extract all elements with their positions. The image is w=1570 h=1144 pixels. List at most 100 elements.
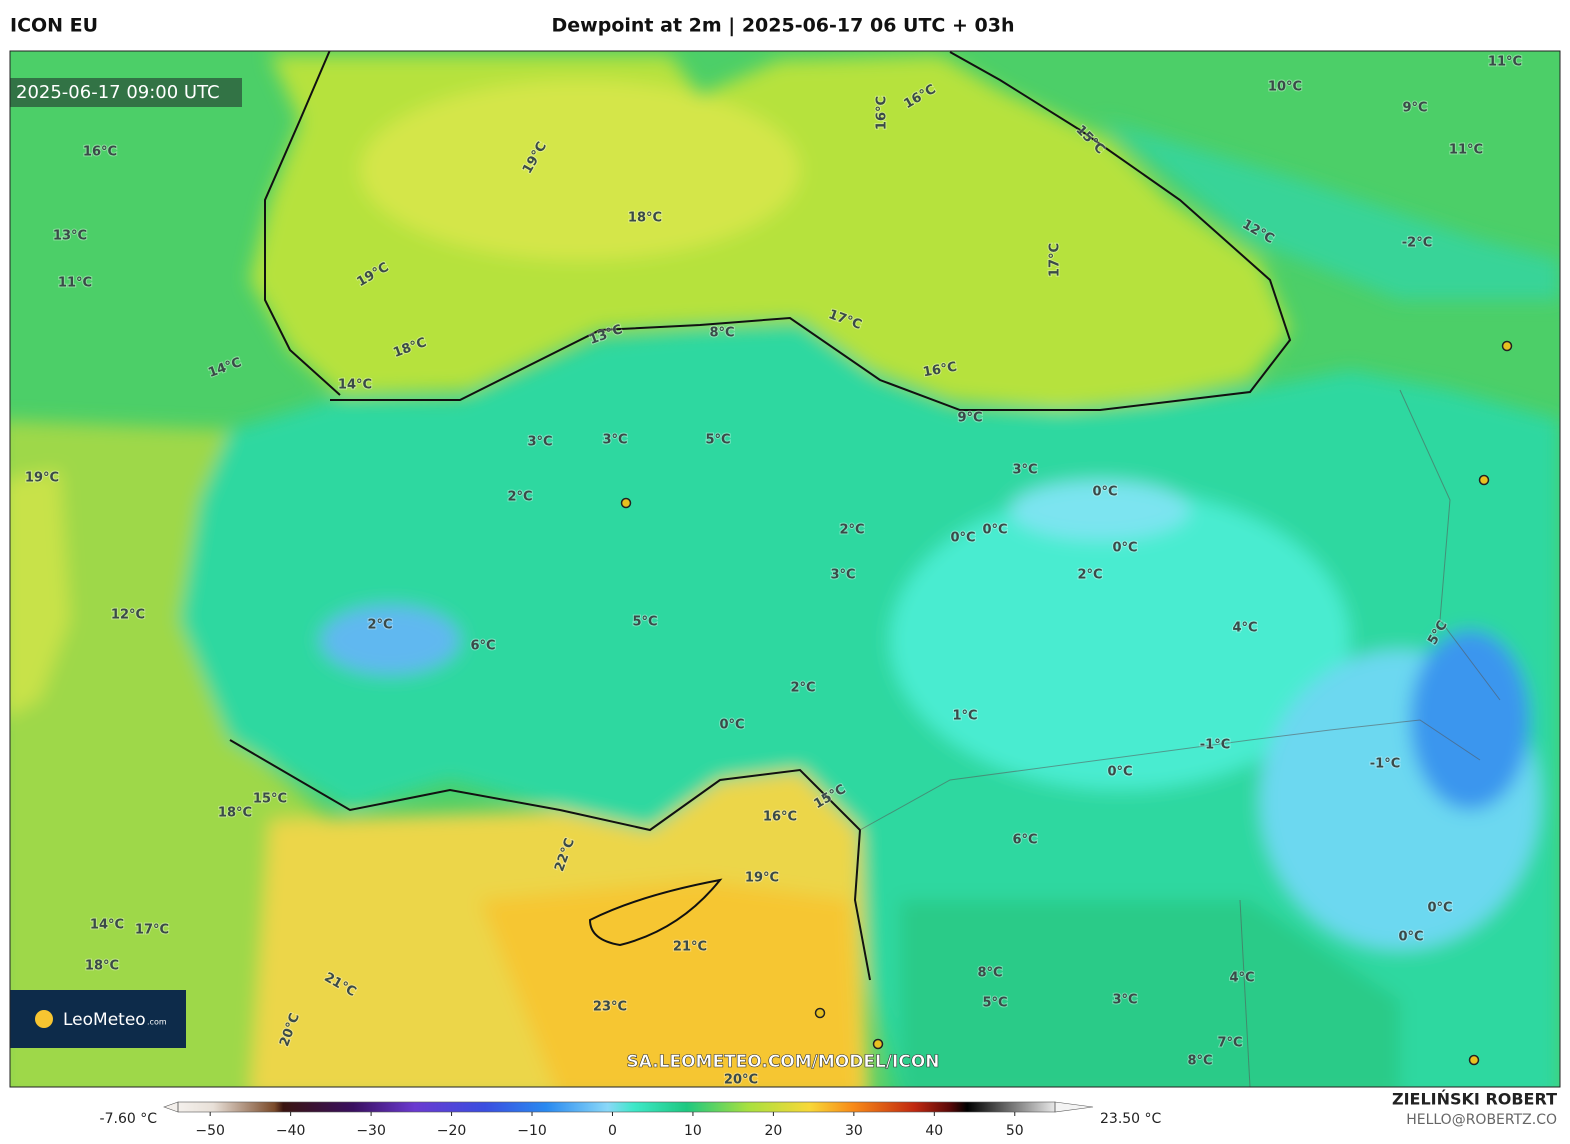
contour-label: 16°C	[875, 96, 890, 130]
contour-label: 2°C	[367, 618, 392, 633]
colorbar-tick-label: 20	[764, 1123, 782, 1139]
contour-label: 14°C	[90, 918, 124, 933]
author: ZIELIŃSKI ROBERT	[1392, 1090, 1557, 1109]
contour-label: 19°C	[25, 471, 59, 486]
city-marker	[1501, 340, 1513, 352]
contour-label: 7°C	[1217, 1036, 1242, 1051]
colorbar-min: -7.60 °C	[100, 1111, 158, 1127]
colorbar-tick-label: 10	[684, 1123, 702, 1139]
colorbar-tick-label: −30	[356, 1123, 386, 1139]
contour-label: 16°C	[83, 145, 117, 160]
contour-label: 6°C	[1012, 833, 1037, 848]
contour-label: 0°C	[950, 531, 975, 546]
contour-label: 8°C	[709, 326, 734, 341]
source-url: SA.LEOMETEO.COM/MODEL/ICON	[626, 1052, 939, 1072]
city-marker	[620, 497, 632, 509]
contour-label: -1°C	[1370, 757, 1400, 772]
contour-label: 4°C	[1229, 971, 1254, 986]
colorbar-tick-label: −50	[195, 1123, 225, 1139]
contour-label: 2°C	[1077, 568, 1102, 583]
contour-label: 11°C	[1449, 143, 1483, 158]
colorbar: -7.60 °C 23.50 °C −50 −40 −30 −20 −10 0 10 20 30…	[100, 1101, 1162, 1139]
contour-label: 0°C	[1112, 541, 1137, 556]
field-west	[10, 420, 330, 1087]
city-marker	[814, 1007, 826, 1019]
contour-label: 16°C	[922, 360, 958, 381]
contour-label: 11°C	[1488, 55, 1522, 70]
contour-label: 18°C	[85, 959, 119, 974]
contour-label: 10°C	[1268, 80, 1302, 95]
dewpoint-field	[10, 55, 1560, 1087]
field-syria	[900, 900, 1400, 1087]
timestamp: 2025-06-17 09:00 UTC	[16, 82, 220, 103]
border-syria-iraq	[859, 719, 1481, 831]
coast-south	[229, 739, 871, 981]
contour-label: 2°C	[839, 523, 864, 538]
city-markers	[620, 340, 1513, 1066]
field-blue-core	[1410, 630, 1530, 810]
contour-label: 0°C	[719, 718, 744, 733]
colorbar-tick-label: −40	[276, 1123, 306, 1139]
colorbar-tick-label: 30	[845, 1123, 863, 1139]
contour-label: 8°C	[1187, 1054, 1212, 1069]
logo-sun	[35, 1010, 53, 1028]
field-black-sea-core	[360, 80, 800, 260]
border-iran	[1399, 389, 1501, 701]
contour-label: 16°C	[763, 810, 797, 825]
contour-label: 8°C	[977, 966, 1002, 981]
colorbar-extend-min	[163, 1101, 179, 1113]
contour-label: 3°C	[1112, 993, 1137, 1008]
border-iraq	[1239, 899, 1251, 1087]
contour-label: 0°C	[1092, 485, 1117, 500]
coast-cyprus	[588, 878, 723, 947]
colorbar-tick-label: −20	[437, 1123, 467, 1139]
contour-label: 9°C	[957, 411, 982, 426]
field-caucasus	[1100, 120, 1560, 300]
contour-label: 9°C	[1402, 101, 1427, 116]
colorbar-tick-label: −10	[517, 1123, 547, 1139]
contour-label: 2°C	[790, 681, 815, 696]
contour-label: 2°C	[507, 490, 532, 505]
contour-label: 11°C	[58, 276, 92, 291]
map-frame	[9, 50, 1561, 1088]
coast-north	[330, 51, 1292, 411]
contour-label: 13°C	[53, 229, 87, 244]
contour-label: 5°C	[632, 615, 657, 630]
city-marker	[872, 1038, 884, 1050]
logo-text: LeoMeteo	[63, 1010, 146, 1030]
field-west-sea	[10, 470, 70, 715]
field-west-blue	[320, 605, 460, 675]
contour-label: 3°C	[830, 568, 855, 583]
contour-label: 12°C	[111, 608, 145, 623]
colorbar-tick-label: 50	[1006, 1123, 1024, 1139]
contour-label: 4°C	[1232, 621, 1257, 636]
contour-label: 0°C	[982, 523, 1007, 538]
colorbar-ramp	[178, 1102, 1055, 1112]
colorbar-extend-max	[1054, 1101, 1094, 1113]
contour-label: 0°C	[1107, 765, 1132, 780]
colorbar-outline	[177, 1101, 1056, 1113]
logo-suffix: .com	[147, 1018, 167, 1027]
contour-label: 6°C	[470, 639, 495, 654]
city-marker	[1468, 1054, 1480, 1066]
contour-label: 3°C	[602, 433, 627, 448]
contour-label: 15°C	[253, 792, 287, 807]
contour-label: -2°C	[1402, 236, 1432, 251]
contour-label: 0°C	[1427, 901, 1452, 916]
email: HELLO@ROBERTZ.CO	[1406, 1112, 1557, 1128]
field-north-blue	[1010, 480, 1190, 540]
contour-label: 0°C	[1398, 930, 1423, 945]
contour-label: 14°C	[338, 378, 372, 393]
map-title: Dewpoint at 2m | 2025-06-17 06 UTC + 03h	[552, 15, 1015, 37]
contour-label: 1°C	[952, 709, 977, 724]
timestamp-box	[10, 78, 242, 107]
contour-label: 17°C	[1048, 243, 1063, 277]
contour-label: 3°C	[1012, 463, 1037, 478]
colorbar-tick-label: 0	[608, 1123, 617, 1139]
coastlines	[229, 51, 1292, 981]
contour-label: 5°C	[982, 996, 1007, 1011]
contour-label: 23°C	[593, 1000, 627, 1015]
contour-label: 17°C	[135, 923, 169, 938]
